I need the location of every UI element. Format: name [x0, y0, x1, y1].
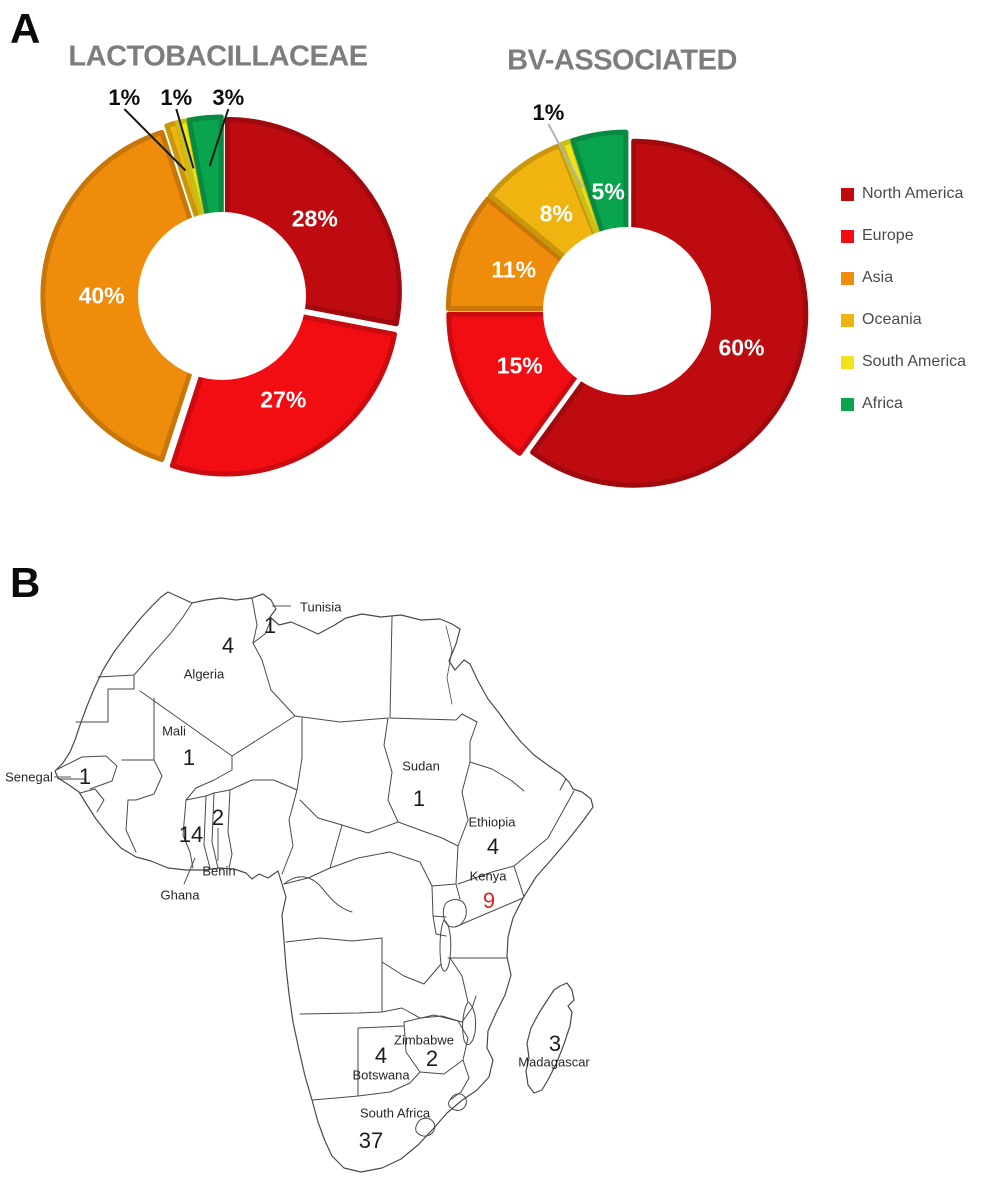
map-country-name-senegal: Senegal: [5, 769, 53, 785]
donut-hole-1: [543, 227, 711, 395]
map-country-count-ghana: 14: [178, 822, 204, 847]
map-country-name-mali: Mali: [162, 723, 186, 739]
legend-swatch-asia: [841, 271, 854, 285]
map-country-count-ethiopia: 4: [486, 834, 500, 859]
legend-swatch-oceania: [841, 313, 854, 327]
pie-value-label-0-north-america: 28%: [291, 205, 338, 232]
donut-charts: [40, 114, 809, 488]
pie-value-label-1-europe: 15%: [496, 352, 543, 379]
legend-swatch-south-america: [841, 355, 854, 369]
pie-value-label-1-north-america: 60%: [718, 334, 765, 361]
legend-item-asia: Asia: [841, 257, 966, 299]
pie-callout-label-0-oceania: 1%: [108, 85, 141, 110]
lake-victoria: [442, 899, 467, 928]
legend-item-oceania: Oceania: [841, 299, 966, 341]
pie-value-label-1-oceania: 8%: [539, 200, 573, 227]
pie-callout-label-1-south-america: 1%: [532, 100, 565, 125]
legend-item-europe: Europe: [841, 215, 966, 257]
pie-value-label-0-europe: 27%: [260, 386, 307, 413]
map-country-count-sudan: 1: [412, 786, 426, 811]
pie-callout-label-0-south-america: 1%: [160, 85, 193, 110]
map-leader-lines: [54, 605, 291, 885]
chart-title-bv-associated: BV-ASSOCIATED: [507, 44, 737, 77]
map-country-count-benin: 2: [211, 805, 225, 830]
pie-value-label-1-asia: 11%: [491, 256, 537, 283]
legend-swatch-north-america: [841, 187, 854, 201]
eswatini-outline: [448, 1093, 467, 1111]
africa-map-outline: [54, 591, 594, 1173]
legend-label: South America: [862, 353, 967, 370]
map-country-count-zimbabwe: 2: [425, 1046, 439, 1071]
chart-title-lactobacillaceae: LACTOBACILLACEAE: [68, 40, 368, 73]
donut-hole-0: [138, 212, 306, 380]
map-country-name-madagascar: Madagascar: [518, 1054, 590, 1070]
map-country-name-benin: Benin: [202, 863, 236, 879]
map-country-count-madagascar: 3: [548, 1031, 562, 1056]
africa-country-borders: [55, 597, 575, 1137]
lesotho-outline: [415, 1117, 436, 1137]
madagascar-island: [525, 982, 575, 1094]
legend-item-north-america: North America: [841, 173, 966, 215]
map-country-name-sudan: Sudan: [402, 758, 440, 774]
map-country-count-senegal: 1: [78, 764, 92, 789]
map-country-name-algeria: Algeria: [183, 666, 225, 682]
map-country-name-ghana: Ghana: [160, 887, 200, 903]
lake-malawi: [462, 1001, 477, 1046]
panel-a-label: A: [10, 5, 41, 52]
pie-callout-line-0-africa: [208, 108, 230, 167]
legend-label: North America: [862, 185, 964, 202]
legend-label: Europe: [862, 227, 914, 244]
pie-value-label-1-africa: 5%: [591, 178, 625, 205]
panel-b-label: B: [10, 559, 41, 606]
legend-item-africa: Africa: [841, 383, 966, 425]
map-country-count-botswana: 4: [374, 1043, 388, 1068]
map-country-count-algeria: 4: [221, 633, 235, 658]
map-country-count-tunisia: 1: [263, 613, 277, 638]
pie-callout-line-0-oceania: [123, 108, 187, 172]
map-country-name-tunisia: Tunisia: [300, 599, 342, 615]
chart-legend: North America Europe Asia Oceania South Amer…: [841, 173, 966, 425]
map-country-count-south-africa: 37: [358, 1128, 384, 1153]
map-country-name-kenya: Kenya: [469, 868, 507, 884]
pie-callout-line-1-south-america: [547, 123, 584, 189]
legend-item-south-america: South America: [841, 341, 966, 383]
legend-label: Asia: [862, 269, 894, 286]
pie-callout-line-0-south-america: [175, 108, 195, 169]
pie-callout-lines: [123, 108, 584, 189]
map-country-name-botswana: Botswana: [352, 1067, 410, 1083]
legend-swatch-europe: [841, 229, 854, 243]
lake-tanganyika: [439, 919, 452, 972]
pie-callout-label-0-africa: 3%: [212, 85, 245, 110]
map-country-name-zimbabwe: Zimbabwe: [394, 1032, 454, 1048]
map-country-count-mali: 1: [182, 745, 196, 770]
map-country-name-ethiopia: Ethiopia: [468, 814, 516, 830]
legend-label: Africa: [862, 395, 903, 412]
legend-label: Oceania: [862, 311, 922, 328]
map-country-count-kenya: 9: [482, 888, 496, 913]
pie-slice-0-asia: [40, 129, 218, 463]
pie-value-label-0-asia: 40%: [78, 282, 125, 309]
legend-swatch-africa: [841, 397, 854, 411]
map-country-name-south-africa: South Africa: [359, 1105, 431, 1121]
